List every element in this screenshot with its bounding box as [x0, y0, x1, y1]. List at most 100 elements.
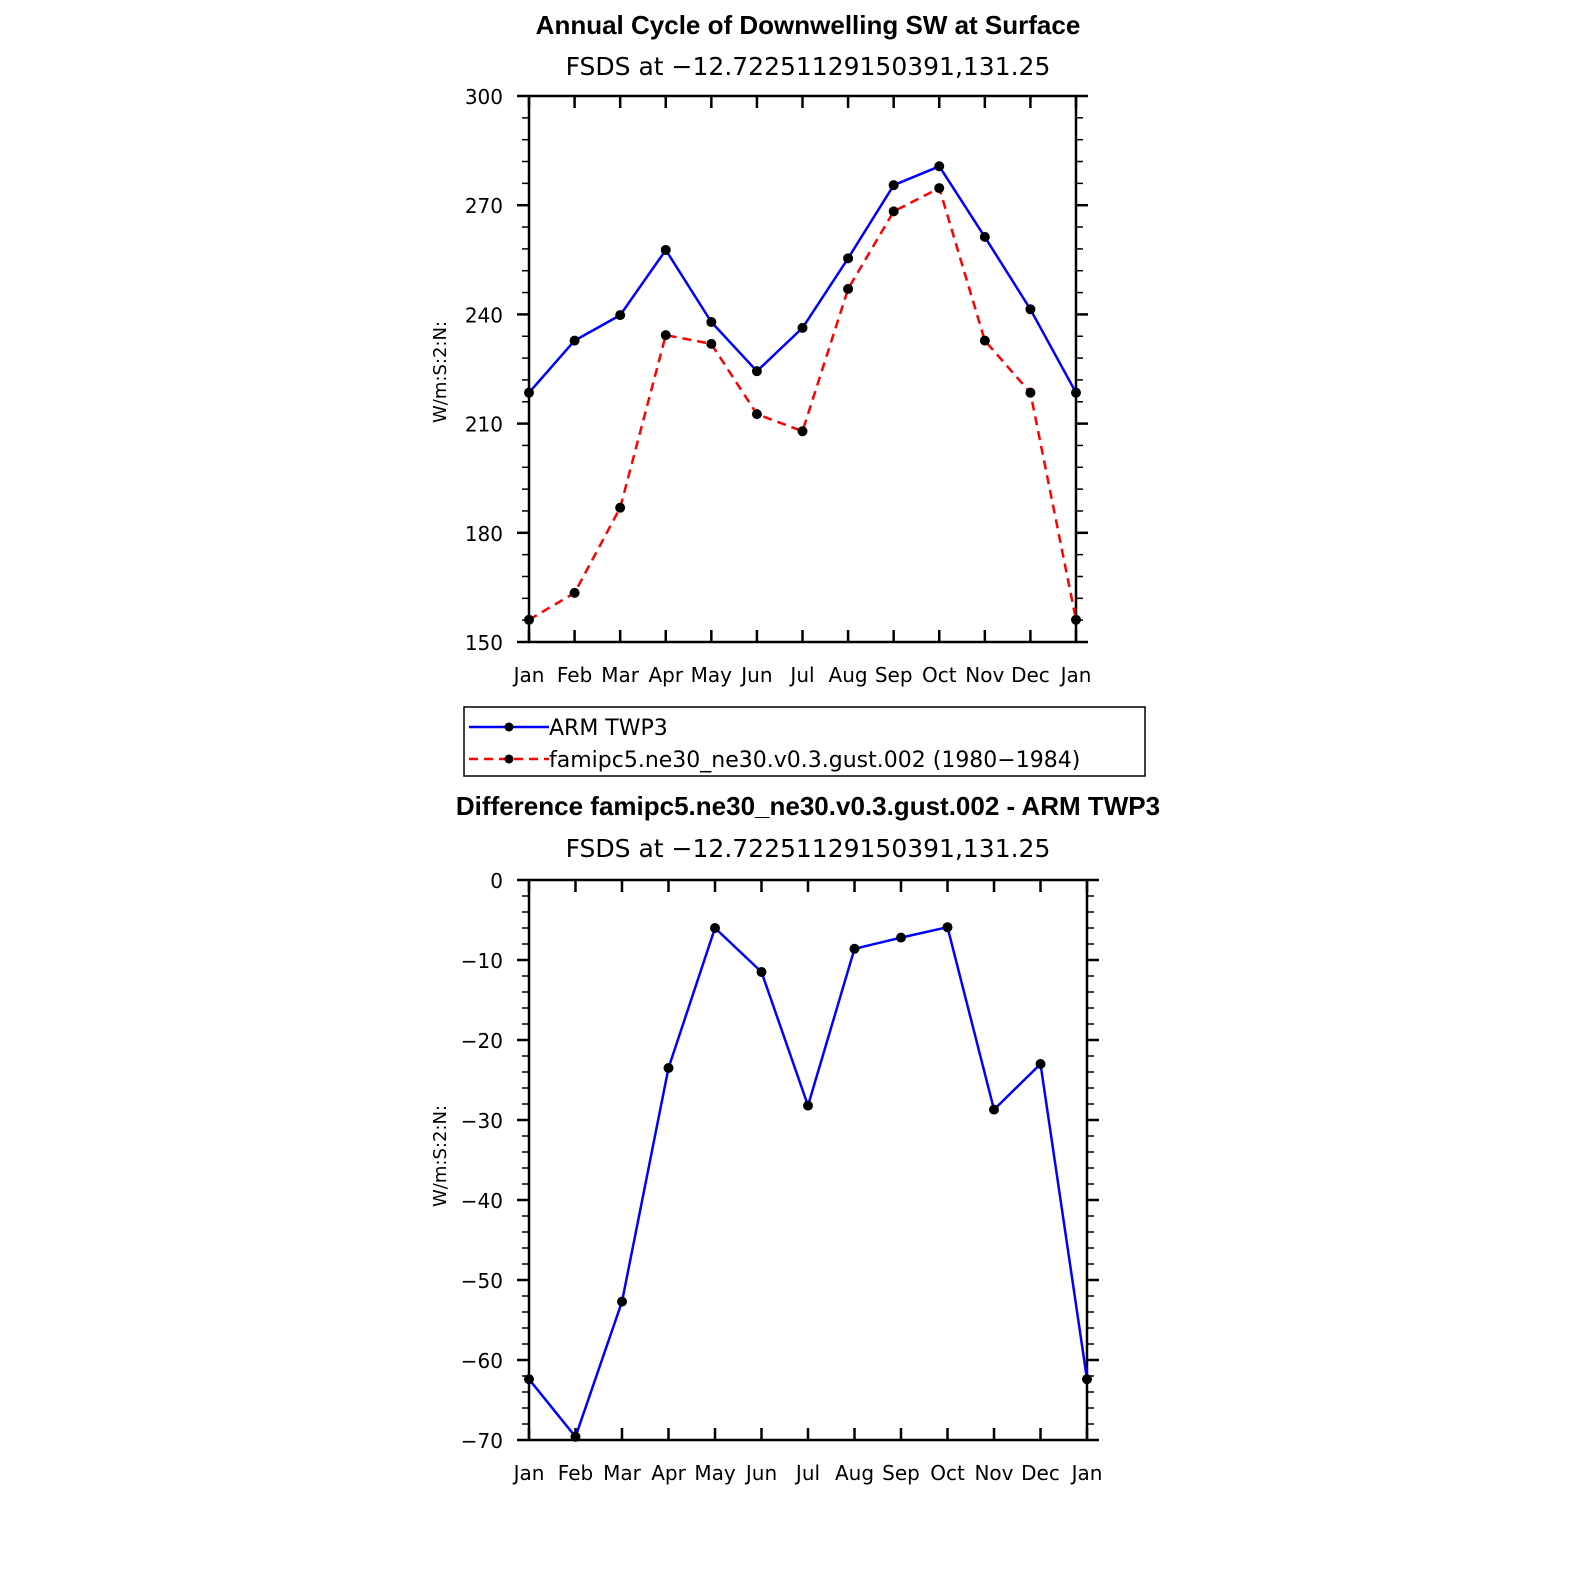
bottom-series-line-0: [528, 925, 1089, 1439]
bottom-x-tick-label: Aug: [835, 1461, 874, 1485]
top-x-tick-label: Sep: [875, 663, 913, 687]
top-x-tick-label: Jan: [512, 663, 545, 687]
legend-marker-arm: [504, 722, 514, 732]
bottom-x-tick-label: Jun: [744, 1461, 777, 1485]
bottom-chart-subtitle: FSDS at −12.72251129150391,131.25: [566, 834, 1051, 863]
legend-box: [463, 706, 1146, 777]
legend-entry-arm: ARM TWP3: [469, 716, 668, 741]
bottom-x-tick-label: Feb: [558, 1461, 593, 1485]
top-series-1-point: [751, 409, 762, 420]
top-y-tick-label: 180: [465, 522, 503, 546]
top-x-tick-label: Mar: [601, 663, 640, 687]
bottom-x-tick-label: Jul: [794, 1461, 820, 1485]
top-series-0-point: [979, 231, 990, 242]
top-series-1-point: [1071, 614, 1081, 625]
top-series-0-point: [660, 244, 671, 255]
bottom-y-tick-label: 0: [490, 869, 503, 893]
top-plot-frame: [527, 94, 1078, 644]
bottom-chart-title: Difference famipc5.ne30_ne30.v0.3.gust.0…: [456, 791, 1160, 821]
bottom-y-tick-label: −60: [461, 1349, 503, 1373]
bottom-series-0-point: [710, 923, 720, 933]
top-series-0-point: [1071, 387, 1081, 398]
bottom-series-0-point: [896, 932, 906, 943]
top-x-tick-label: Jun: [739, 663, 772, 687]
bottom-x-tick-label: Mar: [603, 1461, 642, 1485]
legend-label-model: famipc5.ne30_ne30.v0.3.gust.002 (1980−19…: [549, 748, 1080, 773]
top-x-tick-label: Jan: [1059, 663, 1092, 687]
top-series-1-point: [888, 206, 899, 217]
bottom-plot-frame: [527, 878, 1089, 1442]
bottom-series-0-point: [1082, 1374, 1092, 1385]
bottom-y-tick-label: −10: [461, 949, 503, 973]
top-axes: Jan Feb Mar Apr May Jun Jul Aug Sep Oct Nov Dec Jan 1…: [465, 85, 1092, 687]
top-x-tick-label: Nov: [965, 663, 1004, 687]
top-y-tick-label: 270: [465, 194, 503, 218]
bottom-y-tick-label: −20: [461, 1029, 503, 1053]
bottom-series-0-point: [663, 1063, 674, 1073]
bottom-series-0-point: [524, 1374, 534, 1385]
bottom-y-tick-label: −40: [461, 1189, 503, 1213]
bottom-x-tick-label: May: [694, 1461, 736, 1485]
top-x-tick-label: Oct: [922, 663, 957, 687]
top-series-0-point: [751, 366, 762, 377]
bottom-series-0-point: [803, 1100, 813, 1111]
top-y-tick-label: 150: [465, 631, 503, 655]
top-y-axis-label: W/m:S:2:N:: [430, 321, 451, 423]
bottom-x-tick-label: Jan: [1070, 1461, 1103, 1485]
top-x-tick-label: May: [691, 663, 733, 687]
top-series-line-0: [528, 165, 1078, 394]
bottom-series-0-point: [570, 1431, 581, 1442]
top-series-1-point: [660, 330, 671, 341]
top-y-tick-label: 240: [465, 303, 503, 327]
top-plot-area: [524, 161, 1081, 625]
bottom-y-tick-label: −30: [461, 1109, 503, 1133]
bottom-y-tick-label: −50: [461, 1269, 503, 1293]
bottom-axes: Jan Feb Mar Apr May Jun Jul Aug Sep Oct Nov Dec Jan−…: [461, 869, 1103, 1485]
top-x-tick-label: Apr: [648, 663, 683, 687]
bottom-x-tick-label: Apr: [651, 1461, 686, 1485]
bottom-y-axis-label: W/m:S:2:N:: [430, 1105, 451, 1207]
top-series-1-point: [843, 283, 854, 294]
legend: ARM TWP3 famipc5.ne30_ne30.v0.3.gust.002…: [463, 706, 1146, 777]
bottom-panel: Difference famipc5.ne30_ne30.v0.3.gust.0…: [430, 791, 1160, 1485]
top-series-1-point: [979, 335, 990, 346]
top-y-tick-label: 210: [465, 413, 503, 437]
top-x-tick-label: Jul: [788, 663, 814, 687]
legend-label-arm: ARM TWP3: [549, 716, 668, 741]
bottom-series-0-point: [849, 943, 860, 954]
bottom-x-tick-label: Dec: [1021, 1461, 1060, 1485]
top-x-tick-label: Dec: [1011, 663, 1050, 687]
top-series-0-point: [797, 322, 808, 333]
top-series-1-point: [1025, 387, 1036, 398]
bottom-x-tick-label: Sep: [882, 1461, 920, 1485]
bottom-x-tick-label: Jan: [512, 1461, 545, 1485]
top-panel: Annual Cycle of Downwelling SW at Surfac…: [430, 10, 1091, 687]
top-chart-subtitle: FSDS at −12.72251129150391,131.25: [566, 52, 1051, 81]
top-y-tick-label: 300: [465, 85, 503, 109]
bottom-series-0-point: [617, 1296, 627, 1307]
bottom-x-tick-label: Oct: [930, 1461, 965, 1485]
top-series-0-point: [1025, 304, 1036, 315]
bottom-x-tick-label: Nov: [974, 1461, 1013, 1485]
bottom-plot-area: [524, 922, 1092, 1442]
bottom-y-tick-label: −70: [461, 1429, 503, 1453]
bottom-series-0-point: [1035, 1059, 1046, 1069]
top-series-1-point: [706, 338, 717, 349]
top-series-1-point: [524, 614, 534, 625]
top-series-1-point: [569, 587, 580, 598]
top-chart-title: Annual Cycle of Downwelling SW at Surfac…: [536, 10, 1081, 40]
top-x-tick-label: Aug: [829, 663, 868, 687]
top-series-1-point: [797, 426, 808, 437]
top-series-0-point: [706, 317, 717, 328]
top-series-1-point: [615, 502, 626, 513]
bottom-series-0-point: [942, 922, 953, 933]
bottom-series-0-point: [989, 1104, 999, 1115]
top-series-0-point: [934, 161, 945, 172]
top-series-0-point: [524, 387, 534, 398]
bottom-series-0-point: [756, 967, 767, 977]
legend-entry-model: famipc5.ne30_ne30.v0.3.gust.002 (1980−19…: [469, 748, 1080, 773]
top-series-1-point: [934, 183, 945, 194]
top-series-0-point: [888, 180, 899, 191]
top-x-tick-label: Feb: [557, 663, 592, 687]
